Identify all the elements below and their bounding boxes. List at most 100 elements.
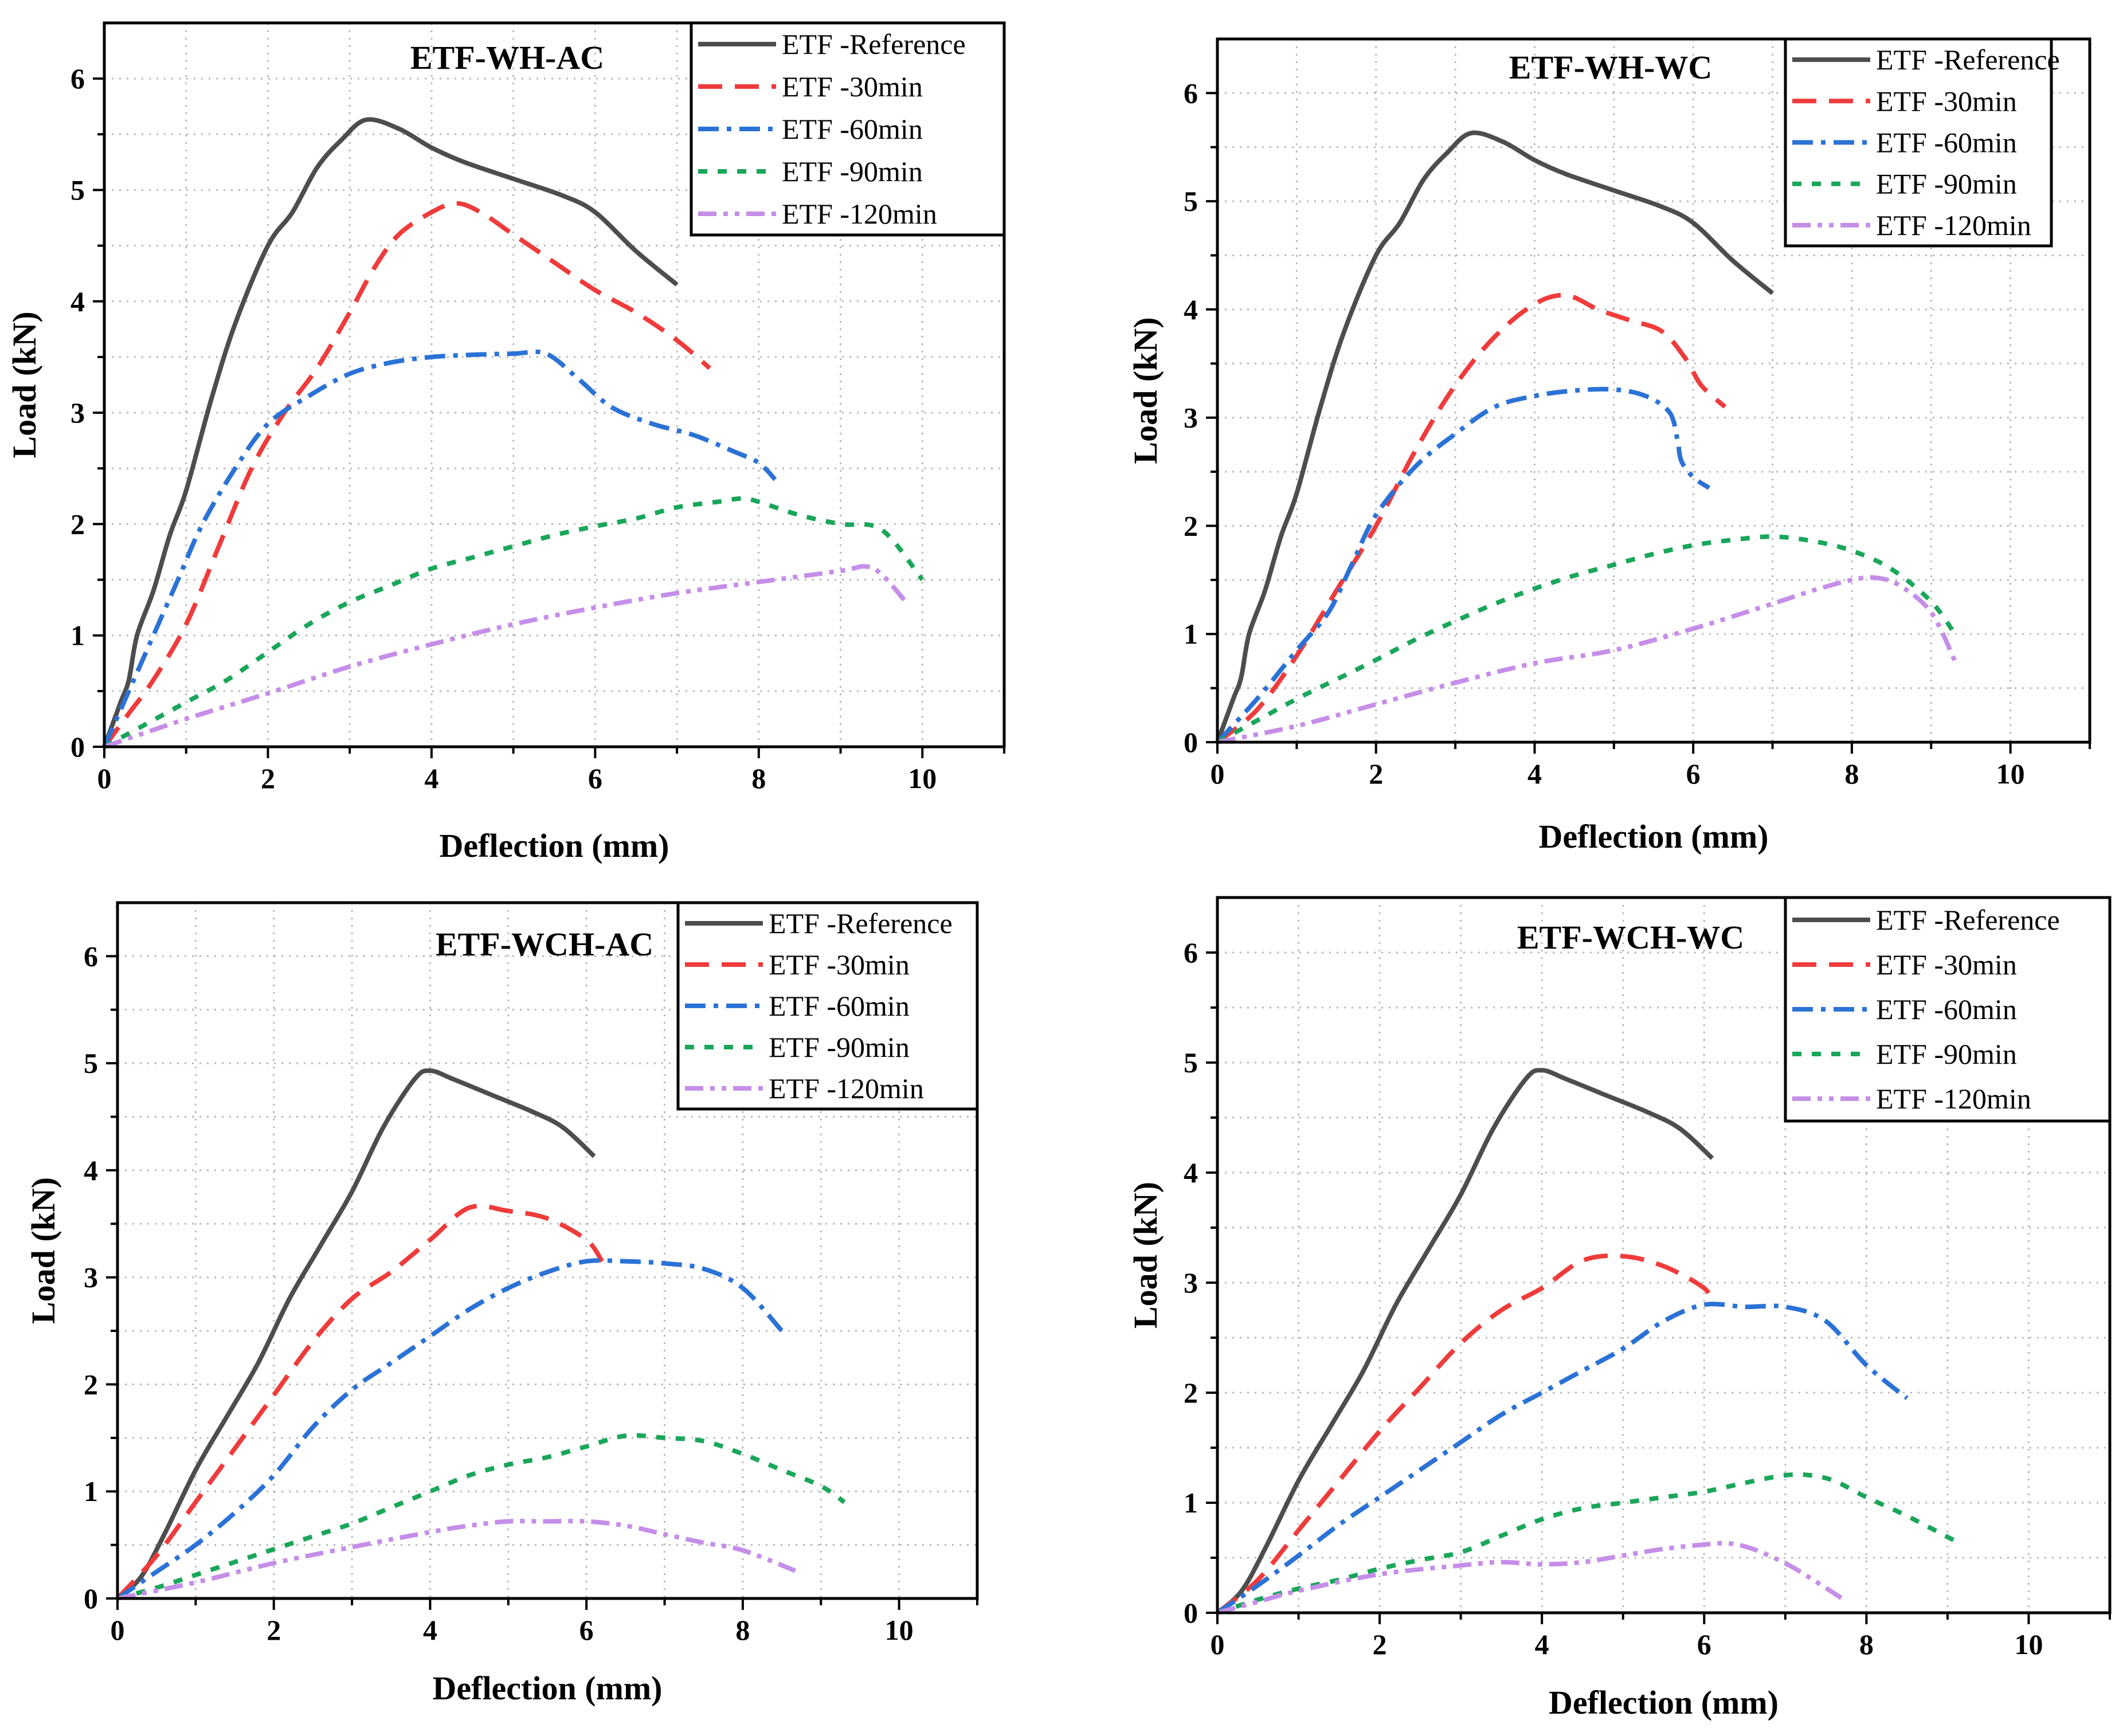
chart-title: ETF-WH-AC	[410, 39, 604, 76]
legend-label: ETF -Reference	[1876, 44, 2060, 76]
chart-panel-1: 0 2 4 6 8 10 0 1 2 3 4 5 6 Deflection (mm) Load (kN) ET…	[6, 21, 1006, 864]
x-tick-label: 6	[1697, 1628, 1711, 1660]
y-tick-label: 0	[84, 1582, 98, 1614]
y-tick-label: 3	[1184, 1267, 1198, 1299]
x-tick-label: 10	[1996, 758, 2025, 790]
y-tick-label: 4	[84, 1154, 98, 1186]
series-line-etf-60min	[1216, 1302, 1909, 1615]
legend-label: ETF -Reference	[769, 907, 953, 939]
series-line-etf-90min	[116, 1433, 846, 1601]
y-tick-label: 5	[84, 1047, 98, 1079]
series-line-etf-60min	[116, 1258, 784, 1601]
legend: ETF -Reference ETF -30min ETF -60min ETF -9…	[1784, 37, 2060, 248]
series-line-etf-reference	[1216, 1068, 1714, 1615]
x-tick-label: 8	[1859, 1628, 1874, 1660]
x-axis-label: Deflection (mm)	[440, 827, 669, 864]
plot-frame	[103, 21, 1006, 749]
y-tick-label: 1	[1184, 1487, 1198, 1519]
series-line-etf-120min	[1216, 1541, 1844, 1615]
legend-label: ETF -Reference	[782, 28, 966, 60]
y-tick-label: 2	[1184, 510, 1198, 542]
legend-label: ETF -60min	[1876, 127, 2017, 159]
series-line-etf-120min	[103, 564, 908, 749]
series-line-etf-60min	[1216, 386, 1711, 744]
y-tick-label: 2	[1184, 1377, 1198, 1409]
y-tick-label: 3	[70, 397, 85, 429]
chart-title: ETF-WCH-WC	[1517, 919, 1744, 956]
y-axis-label: Load (kN)	[1127, 317, 1164, 464]
x-tick-label: 0	[1211, 758, 1225, 790]
legend-label: ETF -120min	[769, 1072, 924, 1104]
x-tick-label: 8	[751, 762, 766, 794]
legend-label: ETF -60min	[782, 113, 923, 145]
y-tick-label: 1	[1184, 618, 1198, 650]
x-tick-label: 0	[97, 762, 112, 794]
y-tick-label: 5	[70, 174, 85, 206]
x-tick-label: 6	[1686, 758, 1701, 790]
series-line-etf-reference	[102, 117, 679, 748]
y-tick-label: 1	[84, 1475, 98, 1507]
x-axis-label: Deflection (mm)	[1549, 1684, 1779, 1721]
x-tick-label: 10	[908, 762, 937, 794]
legend-label: ETF -60min	[1876, 993, 2017, 1025]
x-tick-label: 4	[1527, 758, 1542, 790]
legend-label: ETF -120min	[782, 198, 937, 230]
y-tick-label: 3	[84, 1261, 98, 1294]
y-tick-label: 1	[70, 620, 85, 652]
y-tick-label: 0	[1184, 726, 1198, 758]
x-tick-label: 8	[735, 1614, 750, 1646]
legend-label: ETF -90min	[782, 155, 923, 187]
series-line-etf-120min	[117, 1518, 798, 1601]
y-tick-label: 4	[70, 285, 85, 318]
legend-label: ETF -30min	[1876, 949, 2017, 981]
series-line-etf-90min	[1216, 534, 1957, 744]
y-tick-label: 5	[1184, 185, 1198, 217]
legend-box	[1784, 37, 2053, 248]
legend: ETF -Reference ETF -30min ETF -60min ETF -9…	[690, 21, 1006, 237]
series-line-etf-60min	[102, 349, 777, 748]
legend-label: ETF -30min	[782, 70, 923, 103]
chart-panel-3: 0 2 4 6 8 10 0 1 2 3 4 5 6 Deflection (mm) Load (kN) ET…	[25, 901, 979, 1707]
legend-label: ETF -120min	[1876, 209, 2031, 241]
y-tick-label: 0	[1184, 1597, 1198, 1629]
legend-label: ETF -120min	[1876, 1083, 2031, 1115]
chart-title: ETF-WH-WC	[1509, 49, 1712, 86]
x-axis-label: Deflection (mm)	[1539, 818, 1769, 855]
legend-box	[690, 21, 1006, 237]
x-tick-label: 4	[1535, 1628, 1549, 1660]
series-line-etf-30min	[116, 1204, 604, 1600]
y-tick-label: 3	[1184, 402, 1198, 434]
legend-label: ETF -30min	[769, 949, 910, 981]
plot-frame	[1216, 896, 2112, 1614]
x-tick-label: 10	[885, 1614, 914, 1646]
series-line-etf-90min	[1216, 1472, 1957, 1615]
y-tick-label: 4	[1184, 1157, 1198, 1189]
x-tick-label: 2	[1373, 1628, 1387, 1660]
y-axis-label: Load (kN)	[1127, 1182, 1164, 1329]
legend: ETF -Reference ETF -30min ETF -60min ETF -9…	[676, 901, 979, 1111]
y-tick-label: 5	[1184, 1047, 1198, 1079]
chart-panel-4: 0 2 4 6 8 10 0 1 2 3 4 5 6 Deflection (mm) Load (kN) ET…	[1127, 896, 2112, 1721]
y-tick-label: 0	[70, 731, 85, 763]
chart-title: ETF-WCH-AC	[436, 926, 653, 963]
y-tick-label: 4	[1184, 293, 1198, 326]
x-tick-label: 6	[579, 1614, 594, 1646]
y-tick-label: 2	[84, 1368, 98, 1400]
y-tick-label: 6	[84, 940, 98, 972]
legend-label: ETF -30min	[1876, 85, 2017, 117]
y-tick-label: 2	[70, 508, 85, 540]
legend: ETF -Reference ETF -30min ETF -60min ETF -9…	[1784, 896, 2112, 1123]
x-tick-label: 10	[2014, 1628, 2043, 1660]
plot-frame	[116, 901, 979, 1600]
x-tick-label: 0	[1211, 1628, 1225, 1660]
series-line-etf-30min	[1216, 1253, 1715, 1615]
series-line-etf-30min	[102, 201, 711, 749]
x-tick-label: 4	[424, 762, 438, 794]
y-tick-label: 6	[1184, 77, 1198, 109]
x-tick-label: 6	[588, 762, 602, 794]
series-line-etf-reference	[1215, 130, 1775, 743]
x-tick-label: 8	[1844, 758, 1859, 790]
x-tick-label: 2	[261, 762, 275, 794]
x-axis-label: Deflection (mm)	[433, 1670, 663, 1707]
